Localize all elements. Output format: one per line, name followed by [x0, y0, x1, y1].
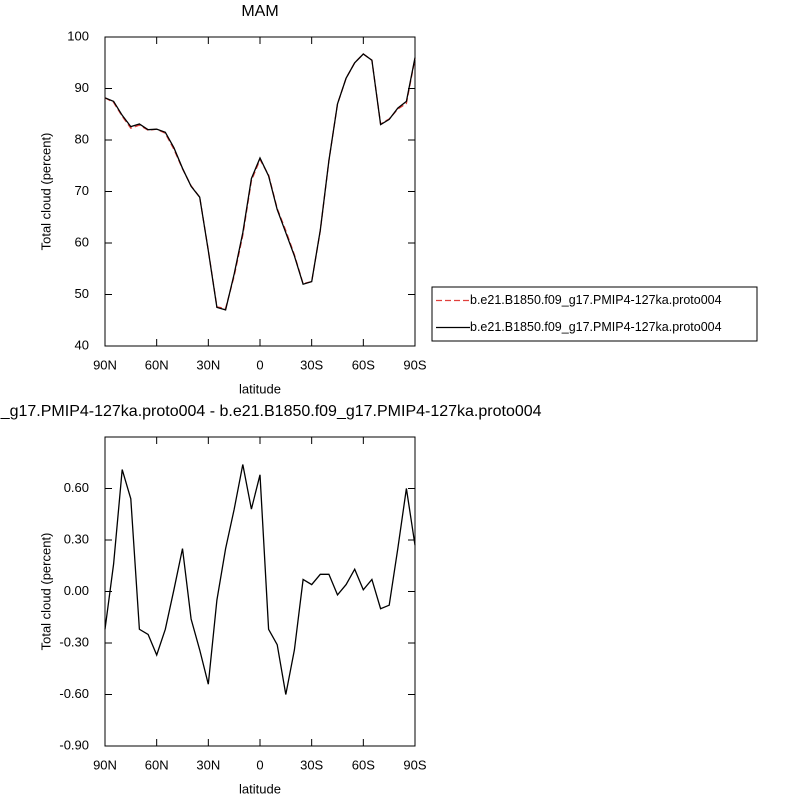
y-tick-label: -0.90	[59, 737, 89, 752]
y-tick-label: 0.30	[64, 531, 89, 546]
x-axis-label: latitude	[239, 381, 281, 396]
plot-frame	[104, 436, 416, 747]
y-tick-label: 80	[75, 131, 89, 146]
x-tick-label: 0	[256, 357, 263, 372]
x-tick-label: 30N	[196, 757, 220, 772]
legend-label: b.e21.B1850.f09_g17.PMIP4-127ka.proto004	[470, 293, 722, 307]
data-line	[104, 464, 416, 695]
data-line	[104, 53, 416, 311]
x-tick-label: 90N	[93, 757, 117, 772]
x-axis-label: latitude	[239, 781, 281, 796]
legend-label: b.e21.B1850.f09_g17.PMIP4-127ka.proto004	[470, 320, 722, 334]
chart-title: f09_g17.PMIP4-127ka.proto004 - b.e21.B18…	[0, 403, 542, 420]
chart-title: MAM	[241, 3, 278, 20]
x-tick-label: 30S	[300, 357, 323, 372]
legend-box	[431, 286, 758, 342]
x-tick-label: 0	[256, 757, 263, 772]
y-tick-label: 100	[67, 28, 89, 43]
x-tick-label: 90S	[403, 357, 426, 372]
y-tick-label: 60	[75, 234, 89, 249]
x-tick-label: 60N	[145, 757, 169, 772]
data-line	[104, 53, 416, 310]
y-tick-label: -0.30	[59, 634, 89, 649]
y-tick-label: 90	[75, 80, 89, 95]
x-tick-label: 30N	[196, 357, 220, 372]
x-tick-label: 90N	[93, 357, 117, 372]
x-tick-label: 90S	[403, 757, 426, 772]
y-tick-label: 70	[75, 183, 89, 198]
y-tick-label: 50	[75, 286, 89, 301]
x-tick-label: 60S	[352, 357, 375, 372]
x-tick-label: 60S	[352, 757, 375, 772]
plot-frame	[104, 36, 416, 347]
x-tick-label: 30S	[300, 757, 323, 772]
y-axis-label: Total cloud (percent)	[38, 133, 53, 251]
x-tick-label: 60N	[145, 357, 169, 372]
y-tick-label: -0.60	[59, 686, 89, 701]
y-tick-label: 40	[75, 337, 89, 352]
y-axis-label: Total cloud (percent)	[38, 533, 53, 651]
y-tick-label: 0.60	[64, 480, 89, 495]
y-tick-label: 0.00	[64, 583, 89, 598]
